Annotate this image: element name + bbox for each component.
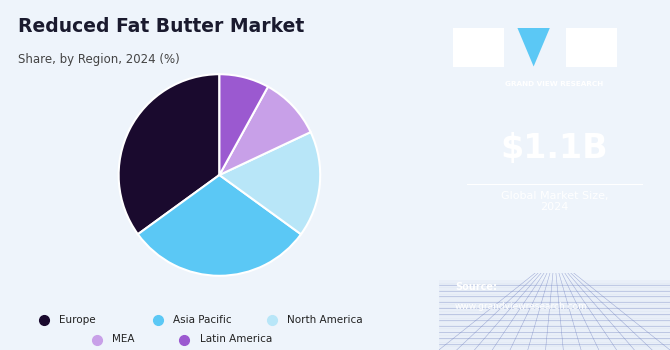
Bar bbox=[439, 335, 670, 340]
Text: www.grandviewresearch.com: www.grandviewresearch.com bbox=[455, 302, 588, 311]
Wedge shape bbox=[220, 87, 311, 175]
Text: $1.1B: $1.1B bbox=[500, 132, 608, 165]
FancyBboxPatch shape bbox=[453, 28, 504, 66]
Wedge shape bbox=[119, 74, 220, 234]
Text: Source:: Source: bbox=[455, 282, 497, 292]
Text: Europe: Europe bbox=[59, 315, 96, 325]
Bar bbox=[439, 311, 670, 316]
Bar bbox=[439, 331, 670, 336]
Bar bbox=[439, 338, 670, 343]
Wedge shape bbox=[220, 132, 320, 234]
Polygon shape bbox=[517, 28, 550, 66]
Bar bbox=[439, 325, 670, 329]
Bar bbox=[439, 284, 670, 288]
Bar bbox=[439, 308, 670, 312]
Bar bbox=[439, 328, 670, 333]
Bar bbox=[439, 301, 670, 305]
Bar bbox=[439, 321, 670, 326]
Bar bbox=[439, 314, 670, 319]
Bar bbox=[439, 297, 670, 302]
Bar bbox=[439, 280, 670, 285]
Text: Latin America: Latin America bbox=[200, 335, 272, 344]
Text: Asia Pacific: Asia Pacific bbox=[174, 315, 232, 325]
Bar bbox=[439, 290, 670, 295]
Text: Reduced Fat Butter Market: Reduced Fat Butter Market bbox=[17, 18, 304, 36]
Bar bbox=[439, 294, 670, 298]
Bar bbox=[439, 342, 670, 346]
Text: MEA: MEA bbox=[112, 335, 135, 344]
Wedge shape bbox=[138, 175, 301, 276]
Text: North America: North America bbox=[287, 315, 363, 325]
Bar bbox=[439, 318, 670, 322]
Bar bbox=[439, 345, 670, 350]
Bar bbox=[439, 287, 670, 292]
Bar bbox=[439, 304, 670, 309]
Wedge shape bbox=[219, 74, 268, 175]
Text: GRAND VIEW RESEARCH: GRAND VIEW RESEARCH bbox=[505, 80, 604, 86]
Text: Global Market Size,
2024: Global Market Size, 2024 bbox=[500, 191, 608, 212]
Text: Share, by Region, 2024 (%): Share, by Region, 2024 (%) bbox=[17, 52, 180, 65]
FancyBboxPatch shape bbox=[566, 28, 617, 66]
